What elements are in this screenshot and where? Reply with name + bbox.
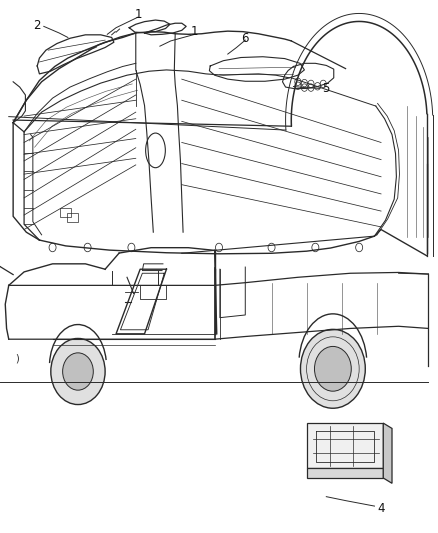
Text: 4: 4 <box>377 502 385 515</box>
Polygon shape <box>307 469 383 478</box>
Polygon shape <box>307 423 383 469</box>
Circle shape <box>51 338 105 405</box>
Text: 5: 5 <box>323 82 330 95</box>
Circle shape <box>300 329 365 408</box>
Text: ): ) <box>15 353 18 363</box>
Bar <box>67 213 78 222</box>
Bar <box>60 208 71 216</box>
Circle shape <box>314 346 351 391</box>
Text: 1: 1 <box>134 8 142 21</box>
Text: 2: 2 <box>33 19 41 31</box>
Polygon shape <box>383 423 392 483</box>
Text: 6: 6 <box>241 32 249 45</box>
Text: 1: 1 <box>191 25 199 38</box>
Circle shape <box>63 353 93 390</box>
